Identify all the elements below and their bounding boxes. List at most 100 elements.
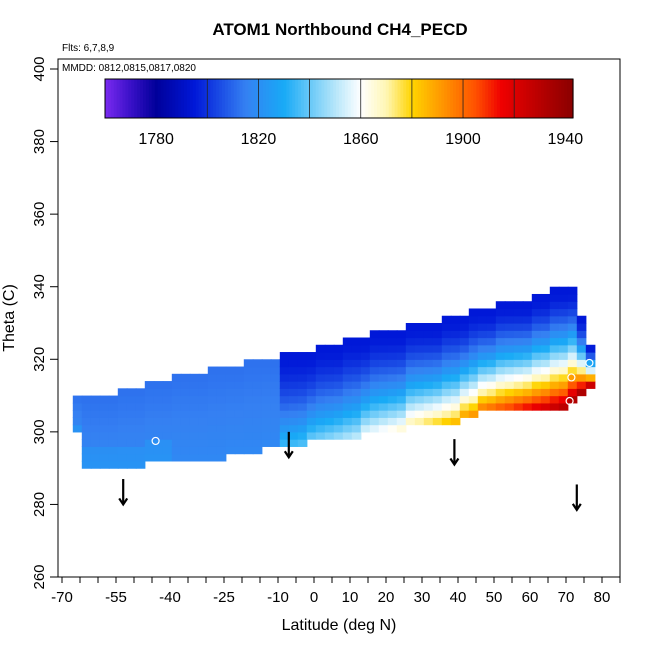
field-cell [216,446,227,455]
colorbar-segment [333,79,337,118]
field-cell [225,395,236,404]
field-cell [405,344,416,353]
field-cell [117,395,128,404]
field-cell [180,373,191,382]
field-cell [360,352,371,360]
colorbar-segment [219,79,223,118]
field-cell [198,410,209,418]
field-cell [243,410,254,418]
field-cell [261,431,272,440]
field-cell [72,424,83,433]
colorbar-tick-label: 1820 [241,131,277,148]
colorbar-segment [377,79,381,118]
field-cell [126,410,137,418]
field-cell [396,417,407,426]
colorbar-segment [546,79,551,118]
field-cell [576,381,587,389]
field-cell [324,381,335,389]
field-cell [99,402,110,411]
x-tick-label: -55 [105,589,127,606]
field-cell [387,410,398,418]
y-axis: 260 280 300 320 340 360 380 400 [31,56,58,590]
field-cell [405,417,416,426]
open-circle-marker [151,436,160,446]
y-tick-label: 300 [31,419,48,444]
colorbar-segment [403,79,407,118]
colorbar-tick-label: 1780 [138,131,174,148]
field-cell [576,359,587,368]
colorbar-segment [233,79,238,118]
colorbar-segment [286,79,290,118]
field-cell [207,417,218,426]
field-cell [468,337,479,346]
field-cell [297,410,308,418]
field-cell [198,431,209,440]
field-cell [324,359,335,368]
field-cell [396,424,407,433]
colorbar-segment [160,79,165,118]
colorbar-segment [227,79,232,118]
colorbar-segment [186,79,191,118]
colorbar-segment [353,79,358,118]
colorbar-segment [280,79,285,118]
arrow-head [283,450,294,460]
field-cell [270,381,281,389]
colorbar-segment [257,79,261,118]
field-cell [162,381,173,389]
field-cell [198,388,209,397]
colorbar-segment [324,79,328,118]
field-cell [216,402,227,411]
field-cell [297,373,308,382]
down-arrow [571,484,582,512]
field-cell [360,359,371,368]
field-cell [450,366,461,375]
field-cell [288,395,299,404]
field-cell [126,431,137,440]
open-circle-marker [585,358,594,368]
field-cell [243,388,254,397]
field-cell [351,424,362,433]
field-cell [486,330,497,339]
colorbar-segment [116,79,121,118]
field-cell [144,395,155,404]
field-cell [585,359,596,368]
open-circle-marker [565,396,574,406]
field-cell [126,417,137,426]
field-cell [486,308,497,317]
field-cell [423,381,434,389]
field-cell [450,330,461,339]
field-cell [261,366,272,375]
field-cell [531,344,542,353]
field-cell [477,402,488,411]
field-cell [558,323,569,331]
field-cell [378,344,389,353]
field-cell [405,381,416,389]
field-cell [306,395,317,404]
field-cell [396,395,407,404]
field-cell [378,395,389,404]
field-cell [81,395,92,404]
colorbar-segment [236,79,241,118]
field-cell [144,424,155,433]
field-cell [459,352,470,360]
field-cell [216,395,227,404]
field-cell [495,388,506,397]
field-cell [153,402,164,411]
field-cell [441,352,452,360]
colorbar-segment [192,79,197,118]
colorbar-segment [359,79,363,118]
field-cell [459,344,470,353]
field-cell [369,410,380,418]
field-cell [450,395,461,404]
field-cell [288,410,299,418]
field-cell [513,308,524,317]
y-tick-label: 320 [31,347,48,372]
field-cell [513,366,524,375]
field-cell [252,410,263,418]
field-cell [198,424,209,433]
colorbar-segment [429,79,434,118]
field-cell [72,417,83,426]
field-cell [369,388,380,397]
field-cell [270,439,281,447]
